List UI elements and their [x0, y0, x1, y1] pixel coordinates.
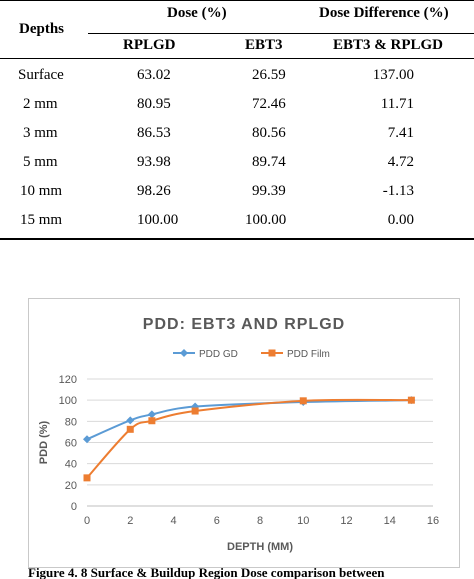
x-tick-label: 4	[170, 515, 176, 527]
header-rplgd: RPLGD	[123, 37, 176, 53]
pdd-chart: PDD: EBT3 AND RPLGD 0 20 40 60 80 100 120 0 2 4 6 8…	[28, 298, 460, 568]
legend-label: PDD Film	[287, 349, 330, 360]
legend-marker	[268, 349, 276, 357]
row-ebt3: 89.74	[252, 154, 286, 170]
x-tick-label: 10	[297, 515, 309, 527]
row-rplgd: 63.02	[137, 67, 171, 83]
row-depth: 5 mm	[23, 154, 58, 170]
y-tick-label: 80	[65, 416, 77, 428]
row-ebt3: 72.46	[252, 96, 286, 112]
y-tick-label: 60	[65, 438, 77, 450]
chart-title: PDD: EBT3 AND RPLGD	[142, 316, 346, 333]
row-ebt3: 100.00	[245, 212, 287, 228]
row-rplgd: 93.98	[137, 154, 171, 170]
row-depth: 3 mm	[23, 125, 58, 141]
header-bottom-rule	[0, 58, 474, 59]
row-depth: 10 mm	[20, 183, 63, 199]
header-dose-group: Dose (%)	[167, 5, 227, 21]
x-tick-label: 14	[384, 515, 396, 527]
series-line-pdd-gd	[86, 399, 412, 441]
data-point-pdd-gd	[191, 402, 200, 411]
header-diff: EBT3 & RPLGD	[333, 37, 444, 53]
x-tick-label: 0	[84, 515, 90, 527]
legend-marker	[180, 349, 188, 357]
row-depth: 15 mm	[20, 212, 63, 228]
data-point-pdd-film	[83, 474, 91, 482]
row-depth: 2 mm	[23, 96, 58, 112]
data-point-pdd-film	[148, 417, 156, 425]
data-point-pdd-gd	[147, 410, 156, 419]
figure-caption: Figure 4. 8 Surface & Buildup Region Dos…	[28, 566, 385, 579]
y-tick-label: 40	[65, 459, 77, 471]
data-point-pdd-film	[191, 407, 199, 415]
data-point-pdd-film	[299, 397, 307, 405]
header-diff-group: Dose Difference (%)	[319, 5, 449, 21]
data-point-pdd-film	[407, 396, 415, 404]
x-tick-label: 16	[427, 515, 439, 527]
y-tick-label: 120	[59, 374, 77, 386]
header-ebt3: EBT3	[245, 37, 283, 53]
row-diff: 4.72	[387, 154, 414, 170]
x-tick-label: 8	[257, 515, 263, 527]
row-depth: Surface	[18, 67, 64, 83]
series-line-pdd-film	[86, 398, 412, 479]
header-group-rule	[88, 33, 474, 34]
x-tick-label: 2	[127, 515, 133, 527]
y-tick-label: 0	[71, 501, 77, 513]
row-diff: -1.13	[382, 183, 414, 199]
row-diff: 137.00	[372, 67, 414, 83]
row-diff: 11.71	[380, 96, 414, 112]
y-tick-label: 20	[65, 480, 77, 492]
y-tick-label: 100	[59, 395, 77, 407]
row-ebt3: 99.39	[252, 183, 286, 199]
y-axis-title: PDD (%)	[38, 420, 50, 464]
table-top-rule	[0, 0, 474, 1]
row-rplgd: 98.26	[137, 183, 171, 199]
x-axis-title: DEPTH (MM)	[227, 541, 293, 553]
row-rplgd: 80.95	[137, 96, 171, 112]
row-diff: 7.41	[387, 125, 414, 141]
row-diff: 0.00	[387, 212, 414, 228]
x-tick-label: 6	[214, 515, 220, 527]
data-point-pdd-film	[126, 425, 134, 433]
row-ebt3: 80.56	[252, 125, 286, 141]
header-depths: Depths	[19, 21, 65, 37]
x-tick-label: 12	[340, 515, 352, 527]
data-point-pdd-gd	[83, 435, 91, 444]
data-point-pdd-gd	[126, 416, 135, 425]
table-bottom-rule	[0, 238, 474, 240]
legend-label: PDD GD	[199, 349, 238, 360]
row-rplgd: 100.00	[137, 212, 179, 228]
row-ebt3: 26.59	[252, 67, 286, 83]
row-rplgd: 86.53	[137, 125, 171, 141]
chart-svg: 0 20 40 60 80 100 120 0 2 4 6 8 10 12 14 16 DEPTH (MM) PD…	[38, 349, 439, 553]
